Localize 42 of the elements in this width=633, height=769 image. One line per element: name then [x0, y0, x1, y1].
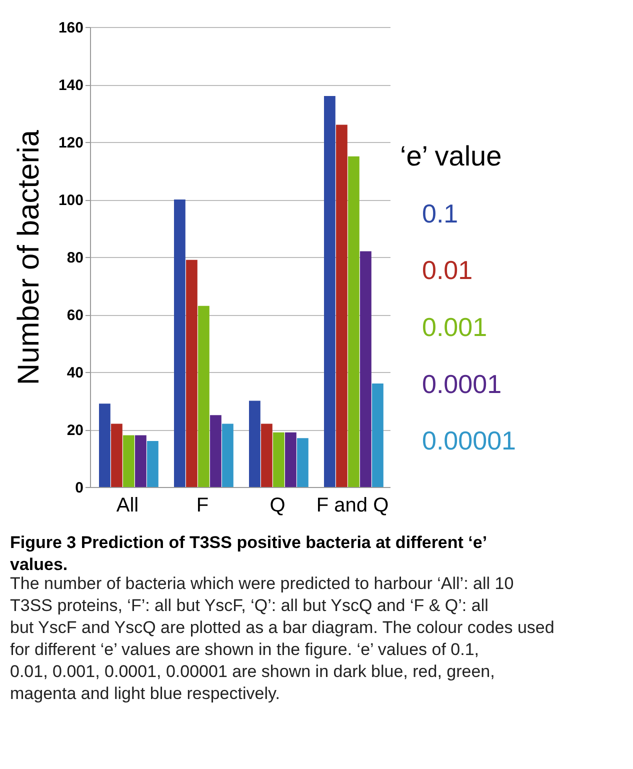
- y-tick-label: 120: [58, 134, 84, 152]
- text: 0.001: [422, 312, 488, 342]
- y-tick-label: 140: [58, 77, 84, 94]
- y-tick-label: 40: [66, 364, 84, 382]
- y-tick-label: 60: [66, 307, 84, 324]
- bar: [348, 156, 360, 487]
- y-tick-label: 100: [58, 192, 84, 209]
- text: Figure 3 Prediction of T3SS positive bacteria at different ‘e’ values.: [10, 533, 488, 574]
- text: The number of bacteria which were predicted to harbour ‘All’: all 10 T3SS proteins, ‘F’: all but YscF, ‘Q’: all but YscQ and ‘F & Q’: all but YscF and YscQ are plotted as a bar diagram. The colour codes used for different ‘e’ values are shown in the figure. ‘e’ values of 0.1, 0.01, 0.001, 0.0001, 0.00001 are shown in dark blue, red, green, magenta and light blue respectively.: [10, 574, 554, 703]
- x-tick-label: F: [196, 494, 209, 516]
- bar: [174, 200, 186, 487]
- bar: [198, 306, 210, 487]
- bar: [360, 251, 372, 487]
- bar: [285, 432, 296, 487]
- bar: [273, 432, 284, 487]
- bar: [249, 400, 260, 487]
- text: 0.01: [422, 255, 473, 286]
- bar: [261, 424, 272, 487]
- text: 0.1: [422, 198, 458, 228]
- bar: [123, 435, 134, 487]
- bar: [147, 441, 158, 487]
- bar: [99, 404, 110, 487]
- legend-title: ‘e’ value: [400, 140, 502, 172]
- y-tick-label: 20: [66, 422, 84, 439]
- bar: [222, 424, 234, 487]
- bar: [111, 424, 122, 487]
- series-label: 0.0001: [422, 368, 502, 399]
- series-label: 0.00001: [422, 426, 516, 456]
- bar: [297, 438, 308, 487]
- x-tick-label: Q: [270, 494, 286, 516]
- bar: [186, 260, 198, 487]
- y-tick-label: 160: [58, 20, 84, 36]
- bar: [210, 415, 222, 487]
- y-tick-label: 80: [66, 250, 84, 266]
- bar: [372, 384, 384, 487]
- bar: [336, 124, 348, 487]
- y-axis-title: Number of bacteria: [12, 130, 46, 386]
- y-tick-label: 0: [75, 480, 84, 496]
- bar: [324, 96, 336, 487]
- bar: [135, 435, 146, 487]
- x-tick-label: All: [116, 494, 139, 516]
- x-tick-label: F and Q: [316, 494, 389, 516]
